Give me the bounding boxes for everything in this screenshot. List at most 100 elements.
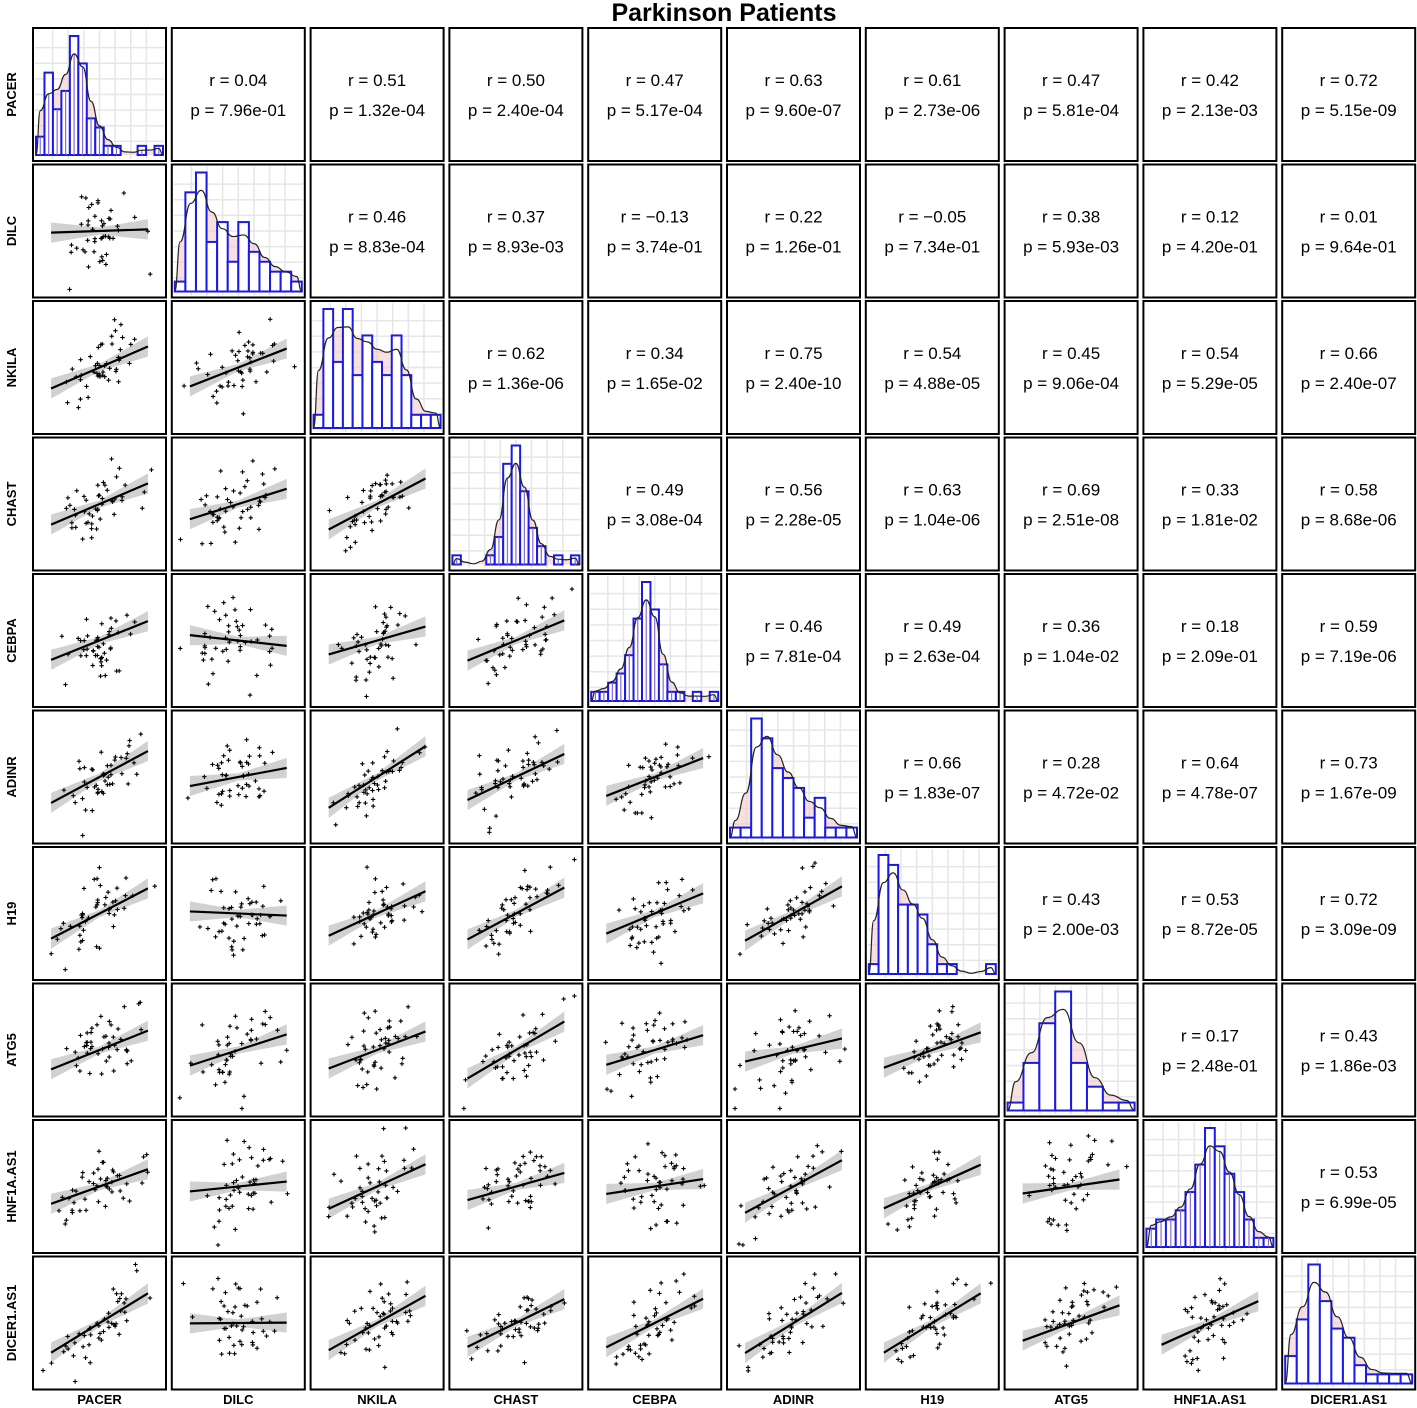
data-point: [534, 1049, 539, 1055]
data-point: [61, 1349, 66, 1354]
data-point: [951, 1064, 956, 1070]
data-point: [389, 918, 395, 923]
data-point: [227, 788, 232, 793]
data-point: [202, 631, 208, 636]
data-point: [988, 1280, 993, 1286]
panel-frame: [1003, 27, 1139, 162]
panel-frame: [587, 436, 723, 572]
histogram-bar: [410, 413, 423, 429]
data-point: [511, 1334, 516, 1339]
data-point: [233, 1281, 238, 1287]
data-point: [77, 933, 83, 938]
data-point: [385, 472, 390, 478]
data-point: [122, 906, 127, 911]
data-point: [1091, 1287, 1097, 1293]
data-point: [363, 800, 368, 806]
data-point: [104, 1058, 109, 1064]
data-point: [524, 602, 529, 607]
data-point: [934, 1027, 939, 1033]
data-point: [661, 921, 666, 927]
panel-frame: [726, 27, 861, 162]
data-point: [1051, 1167, 1056, 1173]
data-point: [810, 864, 816, 869]
data-point: [777, 1106, 783, 1111]
data-point: [1057, 1335, 1063, 1341]
data-point: [76, 947, 82, 952]
histogram-bar: [420, 413, 432, 429]
data-point: [534, 1154, 539, 1159]
data-point: [662, 1164, 668, 1169]
data-point: [397, 494, 403, 500]
data-point: [625, 1161, 630, 1166]
data-point: [108, 772, 114, 777]
data-point: [800, 1200, 805, 1206]
data-point: [934, 1040, 940, 1046]
data-point: [608, 1088, 614, 1094]
data-point: [788, 905, 794, 911]
correlation-r-label: r = 0.49: [903, 617, 961, 636]
x-label-adinr: ADINR: [773, 1392, 815, 1407]
data-point: [648, 779, 654, 785]
data-point: [657, 1291, 662, 1296]
data-point: [538, 1183, 543, 1188]
data-point: [364, 1321, 370, 1326]
data-point: [349, 1200, 355, 1206]
data-point: [630, 1025, 636, 1031]
data-point: [49, 1360, 54, 1366]
fit-line: [328, 1163, 426, 1210]
data-point: [552, 1181, 558, 1187]
data-point: [532, 734, 538, 739]
data-point: [362, 921, 367, 926]
panel-dicer1-as1-adinr: [726, 1255, 861, 1391]
data-point: [486, 1197, 492, 1203]
data-point: [779, 1305, 784, 1310]
data-point: [526, 757, 531, 763]
data-point: [65, 1346, 71, 1352]
data-point: [224, 1057, 230, 1063]
data-point: [506, 1199, 511, 1204]
correlation-p-label: p = 2.00e-03: [1023, 920, 1119, 939]
data-point: [218, 889, 224, 894]
data-point: [511, 1188, 516, 1194]
data-point: [245, 896, 251, 901]
data-point: [511, 1058, 517, 1063]
panel-dilc-cebpa: r = −0.13p = 3.74e-01: [587, 163, 723, 299]
correlation-p-label: p = 1.04e-02: [1023, 647, 1119, 666]
data-point: [678, 904, 684, 909]
data-point: [80, 938, 85, 943]
correlation-r-label: r = 0.46: [348, 208, 406, 227]
data-point: [353, 678, 359, 683]
panel-frame: [1142, 300, 1278, 435]
data-point: [669, 1161, 674, 1166]
data-point: [526, 1063, 531, 1068]
data-point: [477, 928, 482, 933]
data-point: [732, 1086, 738, 1092]
data-point: [236, 792, 241, 797]
data-point: [217, 383, 223, 389]
data-point: [237, 627, 242, 633]
data-point: [528, 1149, 533, 1155]
data-point: [627, 943, 633, 948]
data-point: [400, 881, 406, 887]
data-point: [230, 1310, 236, 1315]
data-point: [181, 383, 187, 389]
data-point: [253, 379, 259, 384]
data-point: [674, 1163, 679, 1168]
histogram-bar: [1295, 1318, 1310, 1385]
data-point: [220, 789, 225, 794]
y-label-chast: CHAST: [4, 482, 19, 527]
data-point: [769, 1204, 775, 1209]
panel-hnf1a-as1-atg5: [1003, 1119, 1139, 1254]
data-point: [419, 909, 425, 914]
data-point: [367, 1180, 373, 1186]
data-point: [531, 1158, 537, 1163]
data-point: [1064, 1228, 1070, 1233]
data-point: [95, 507, 101, 512]
data-point: [803, 1281, 808, 1286]
data-point: [527, 884, 533, 890]
data-point: [205, 604, 211, 609]
data-point: [338, 1179, 344, 1184]
data-point: [245, 354, 250, 360]
data-point: [113, 1321, 119, 1326]
correlation-p-label: p = 7.34e-01: [884, 238, 980, 257]
